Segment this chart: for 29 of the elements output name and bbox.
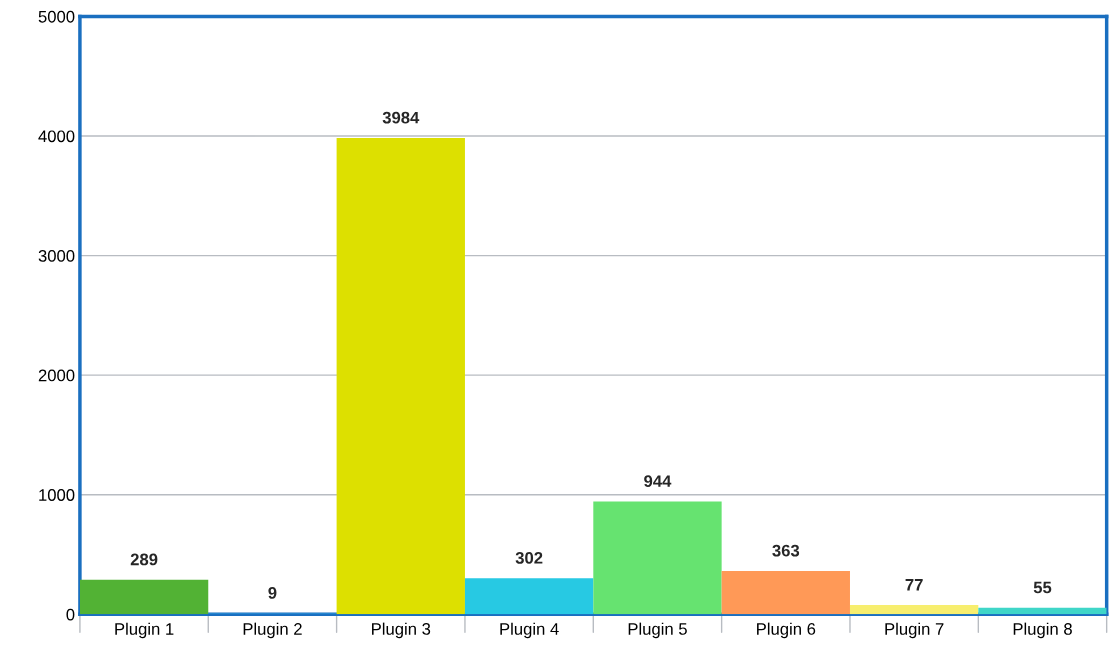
bar <box>79 579 209 615</box>
bar <box>336 137 465 615</box>
bar <box>721 570 850 615</box>
data-label: 9 <box>268 587 277 599</box>
x-tick-label: Plugin 5 <box>628 622 687 639</box>
y-tick-label: 0 <box>66 608 75 621</box>
data-label: 77 <box>905 579 923 591</box>
x-tick-label: Plugin 3 <box>372 622 431 639</box>
data-label: 363 <box>772 544 800 557</box>
y-tick-label: 3000 <box>38 249 75 262</box>
data-label: 289 <box>130 553 158 566</box>
bar <box>593 501 722 615</box>
bar <box>849 605 979 615</box>
bar <box>464 578 594 615</box>
y-tick-label: 2000 <box>38 369 75 382</box>
data-label: 302 <box>515 551 543 564</box>
data-label: 944 <box>644 475 672 488</box>
x-tick-label: Plugin 8 <box>1013 622 1072 639</box>
x-tick-label: Plugin 2 <box>243 622 302 639</box>
x-tick-label: Plugin 7 <box>885 622 944 639</box>
x-tick-label: Plugin 4 <box>500 622 559 639</box>
bar <box>978 607 1107 615</box>
y-tick-label: 5000 <box>38 10 75 23</box>
y-tick-label: 4000 <box>38 130 75 143</box>
x-tick-label: Plugin 6 <box>757 622 816 639</box>
data-label: 3984 <box>382 111 420 124</box>
y-tick-label: 1000 <box>39 489 75 501</box>
x-tick-label: Plugin 1 <box>115 622 174 639</box>
data-label: 55 <box>1033 581 1052 594</box>
